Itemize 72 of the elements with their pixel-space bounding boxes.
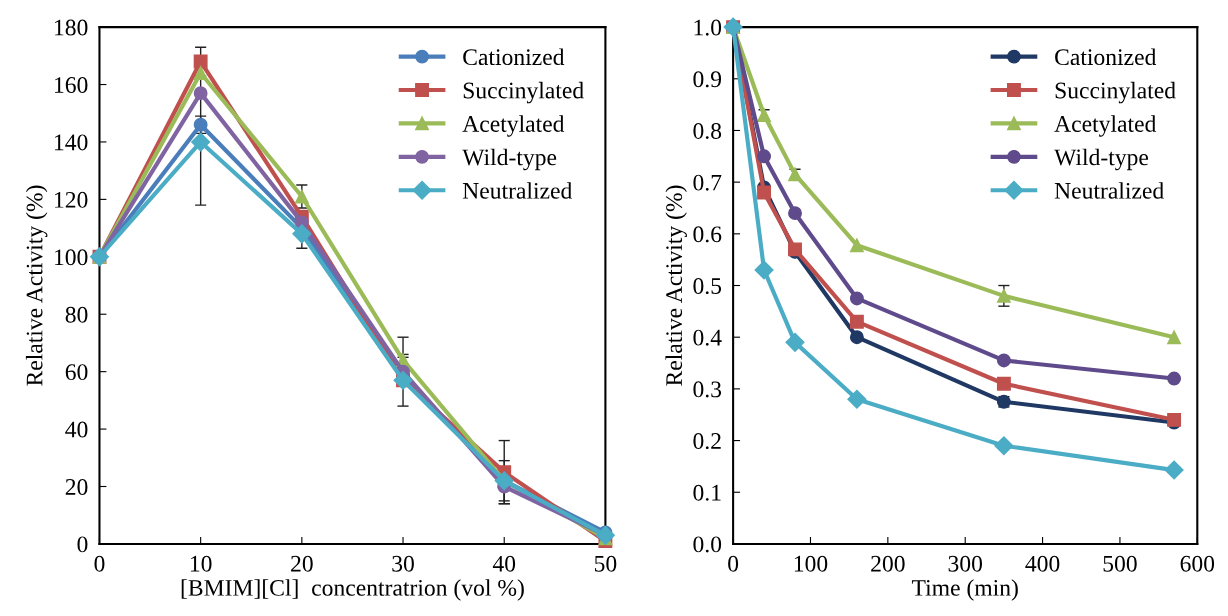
legend-label: Succinylated	[463, 81, 584, 104]
x-tick-label: 50	[594, 555, 617, 572]
point	[996, 288, 1011, 303]
x-tick-label: 10	[190, 555, 212, 572]
y-tick-label: 160	[55, 77, 88, 93]
point	[785, 332, 805, 352]
y-tick-label: 140	[55, 134, 88, 151]
point	[847, 389, 867, 409]
point	[788, 206, 802, 221]
y-tick-label: 180	[55, 19, 88, 36]
point	[996, 353, 1011, 368]
x-axis-title: [BMIM][Cl] concentratrion (vol %)	[181, 579, 524, 601]
y-tick-label: 0.8	[693, 122, 722, 139]
x-tick-label: 500	[1103, 555, 1137, 572]
legend-label: Wild-type	[462, 148, 557, 171]
legend-label: Acetylated	[1054, 115, 1157, 137]
x-tick-label: 600	[1180, 555, 1215, 572]
y-tick-label: 0.6	[693, 226, 722, 243]
x-tick-label: 0	[728, 555, 739, 572]
y-tick-label: 60	[65, 364, 88, 381]
legend-label: Neutralized	[462, 182, 573, 199]
y-tick-label: 0.2	[693, 433, 721, 450]
legend-label: Neutralized	[1054, 182, 1164, 199]
x-tick-label: 100	[794, 555, 828, 572]
x-tick-label: 0	[94, 555, 105, 572]
point	[193, 54, 208, 69]
y-tick-label: 0.1	[693, 484, 721, 501]
point	[849, 238, 864, 253]
y-tick-label: 0.0	[693, 536, 722, 553]
y-tick-label: 0.9	[693, 71, 722, 88]
legend-label: Wild-type	[1054, 148, 1149, 171]
point	[849, 330, 864, 345]
y-tick-label: 0.3	[693, 381, 722, 398]
y-tick-label: 0.5	[693, 278, 722, 295]
legend-label: Succinylated	[1055, 81, 1176, 104]
y-axis-title: Relative Activity (%)	[665, 185, 687, 386]
y-tick-label: 120	[55, 191, 88, 208]
y-tick-label: 0.4	[693, 329, 722, 346]
x-axis-title: Time (min)	[911, 579, 1018, 601]
x-tick-label: 30	[392, 555, 414, 572]
y-tick-label: 80	[65, 306, 88, 323]
y-tick-label: 0.7	[693, 174, 722, 191]
x-tick-label: 300	[948, 555, 983, 572]
point	[849, 314, 864, 329]
legend-label: Cationized	[463, 48, 565, 66]
point	[193, 86, 208, 101]
point	[788, 167, 802, 182]
point	[1164, 460, 1184, 480]
point	[193, 66, 208, 80]
x-tick-label: 200	[871, 555, 905, 572]
x-tick-label: 400	[1025, 555, 1060, 572]
legend-label: Acetylated	[462, 115, 565, 137]
y-tick-label: 1.0	[694, 19, 722, 36]
y-tick-label: 100	[55, 249, 88, 266]
legend-label: Cationized	[1055, 48, 1157, 66]
point	[294, 189, 309, 204]
point	[754, 260, 774, 280]
point	[757, 185, 772, 200]
point	[1167, 330, 1182, 345]
y-axis-title: Relative Activity (%)	[25, 185, 48, 386]
point	[996, 376, 1011, 391]
point	[757, 149, 772, 164]
point	[757, 108, 772, 122]
y-tick-label: 20	[65, 478, 88, 495]
y-tick-label: 0	[77, 536, 88, 553]
x-tick-label: 40	[492, 555, 516, 572]
point	[994, 436, 1014, 456]
x-tick-label: 20	[291, 555, 313, 572]
point	[1167, 371, 1182, 386]
point	[191, 132, 211, 152]
y-tick-label: 40	[65, 421, 88, 438]
point	[849, 291, 864, 306]
